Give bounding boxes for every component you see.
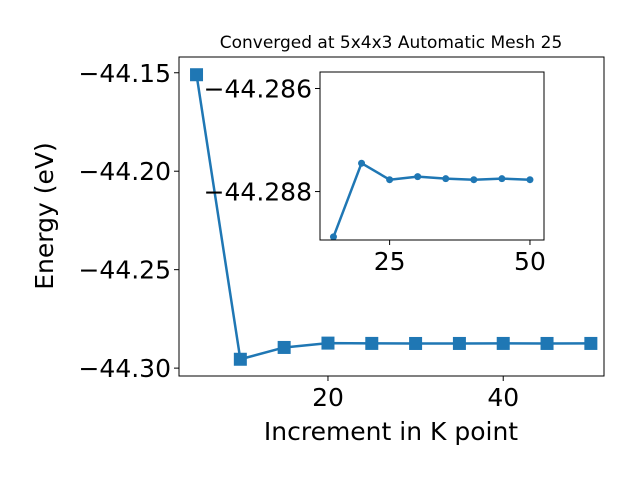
inset-series-layer — [329, 159, 534, 240]
x-axis-label: Increment in K point — [264, 417, 518, 446]
main-data-point — [540, 336, 554, 350]
main-data-point — [365, 336, 379, 350]
main-data-point — [233, 352, 247, 366]
main-y-tick-label: −44.30 — [78, 354, 171, 383]
inset-y-tick-label: −44.286 — [204, 74, 312, 103]
main-data-point — [321, 336, 335, 350]
main-data-point — [584, 336, 598, 350]
inset-data-point — [386, 176, 394, 184]
main-y-tick-label: −44.25 — [78, 256, 171, 285]
inset-data-point — [414, 173, 422, 181]
main-data-point — [496, 336, 510, 350]
inset-series-line — [332, 161, 531, 238]
inset-data-point — [526, 176, 534, 184]
main-data-point — [190, 68, 204, 82]
inset-data-point — [470, 176, 478, 184]
y-axis-label: Energy (eV) — [30, 142, 59, 289]
inset-data-point — [358, 159, 366, 167]
inset-data-point — [329, 233, 337, 240]
main-series-line — [195, 74, 591, 361]
inset-data-point — [498, 175, 506, 183]
main-series-layer — [190, 68, 598, 366]
inset-plot: 25 50 −44.288 −44.286 — [204, 71, 546, 276]
main-x-tick-label: 40 — [487, 383, 519, 412]
main-axis-ticks: 20 40 −44.15 −44.20 −44.25 −44.30 — [78, 59, 519, 412]
main-y-tick-label: −44.20 — [78, 157, 171, 186]
main-data-point — [277, 340, 291, 354]
inset-x-tick-label: 50 — [514, 247, 546, 276]
inset-x-tick-label: 25 — [374, 247, 406, 276]
main-plot-frame — [178, 56, 605, 377]
main-data-point — [452, 336, 466, 350]
main-data-point — [409, 336, 423, 350]
inset-y-tick-label: −44.288 — [204, 178, 312, 207]
main-y-tick-label: −44.15 — [78, 59, 171, 88]
main-plot: 20 40 −44.15 −44.20 −44.25 −44.30 Converged a… — [30, 33, 605, 446]
chart-title: Converged at 5x4x3 Automatic Mesh 25 — [220, 33, 563, 53]
inset-axis-ticks: 25 50 −44.288 −44.286 — [204, 74, 546, 276]
main-x-tick-label: 20 — [312, 383, 344, 412]
inset-data-point — [442, 175, 450, 183]
inset-plot-frame — [319, 71, 545, 241]
inset-plot-background — [320, 72, 544, 240]
